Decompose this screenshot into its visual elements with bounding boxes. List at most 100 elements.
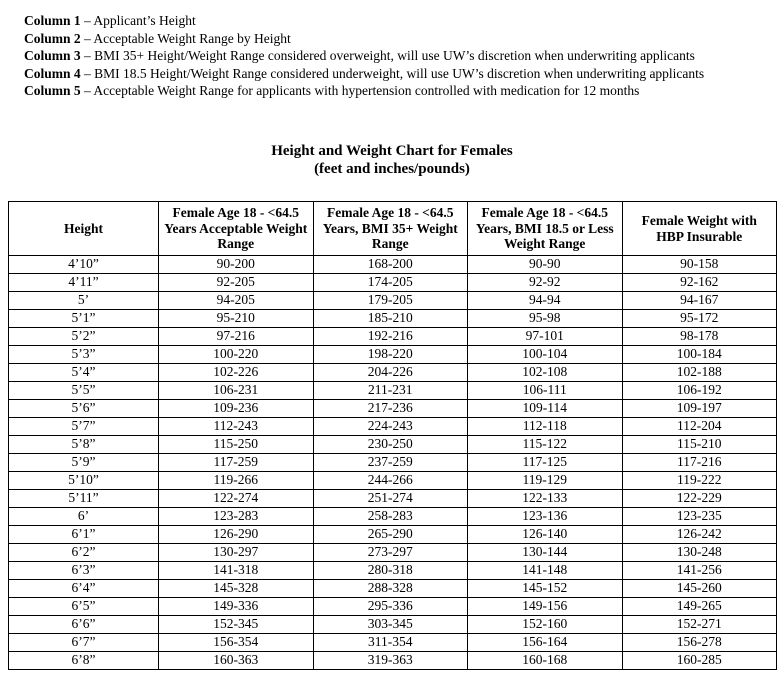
header-hbp-insurable: Female Weight with HBP Insurable [621, 201, 777, 256]
weight-range-cell: 92-92 [467, 272, 623, 292]
table-row: 4’11” 92-205 174-205 92-92 92-162 [8, 272, 777, 292]
chart-title-block: Height and Weight Chart for Females (fee… [8, 142, 776, 180]
table-body: 4’10” 90-200 168-200 90-90 90-158 4’11” 92-205… [8, 254, 777, 670]
table-row: 6’8” 160-363 319-363 160-168 160-285 [8, 650, 777, 670]
header-bmi185-range: Female Age 18 - <64.5 Years, BMI 18.5 or… [467, 201, 623, 256]
height-cell: 5’ [8, 290, 159, 310]
weight-range-cell: 117-125 [467, 452, 623, 472]
weight-range-cell: 273-297 [312, 542, 468, 562]
weight-range-cell: 152-345 [158, 614, 314, 634]
height-cell: 6’4” [8, 578, 159, 598]
weight-range-cell: 122-133 [467, 488, 623, 508]
height-cell: 6’ [8, 506, 159, 526]
weight-range-cell: 92-205 [158, 272, 314, 292]
page-subtitle: (feet and inches/pounds) [314, 161, 470, 178]
weight-range-cell: 280-318 [312, 560, 468, 580]
page-title: Height and Weight Chart for Females [271, 142, 513, 159]
weight-range-cell: 160-285 [621, 650, 777, 670]
weight-range-cell: 179-205 [312, 290, 468, 310]
weight-range-cell: 156-278 [621, 632, 777, 652]
height-cell: 5’3” [8, 344, 159, 364]
table-row: 5’4” 102-226 204-226 102-108 102-188 [8, 362, 777, 382]
weight-range-cell: 126-140 [467, 524, 623, 544]
table-row: 6’2” 130-297 273-297 130-144 130-248 [8, 542, 777, 562]
weight-range-cell: 244-266 [312, 470, 468, 490]
weight-range-cell: 94-94 [467, 290, 623, 310]
weight-range-cell: 130-144 [467, 542, 623, 562]
table-row: 5’7” 112-243 224-243 112-118 112-204 [8, 416, 777, 436]
weight-range-cell: 303-345 [312, 614, 468, 634]
weight-range-cell: 141-148 [467, 560, 623, 580]
weight-range-cell: 295-336 [312, 596, 468, 616]
table-row: 6’6” 152-345 303-345 152-160 152-271 [8, 614, 777, 634]
weight-range-cell: 122-229 [621, 488, 777, 508]
weight-range-cell: 122-274 [158, 488, 314, 508]
weight-range-cell: 145-328 [158, 578, 314, 598]
weight-range-cell: 119-266 [158, 470, 314, 490]
weight-range-cell: 112-204 [621, 416, 777, 436]
weight-range-cell: 115-250 [158, 434, 314, 454]
weight-range-cell: 145-152 [467, 578, 623, 598]
weight-range-cell: 90-158 [621, 254, 777, 274]
height-cell: 5’1” [8, 308, 159, 328]
weight-range-cell: 224-243 [312, 416, 468, 436]
weight-range-cell: 185-210 [312, 308, 468, 328]
table-row: 5’11” 122-274 251-274 122-133 122-229 [8, 488, 777, 508]
weight-range-cell: 149-336 [158, 596, 314, 616]
weight-range-cell: 102-108 [467, 362, 623, 382]
weight-range-cell: 311-354 [312, 632, 468, 652]
header-acceptable-range: Female Age 18 - <64.5 Years Acceptable W… [158, 201, 314, 256]
header-height: Height [8, 201, 159, 256]
weight-range-cell: 117-216 [621, 452, 777, 472]
table-row: 6’7” 156-354 311-354 156-164 156-278 [8, 632, 777, 652]
weight-range-cell: 204-226 [312, 362, 468, 382]
height-cell: 5’8” [8, 434, 159, 454]
weight-range-cell: 160-168 [467, 650, 623, 670]
weight-range-cell: 265-290 [312, 524, 468, 544]
weight-range-cell: 102-226 [158, 362, 314, 382]
weight-range-cell: 106-111 [467, 380, 623, 400]
height-cell: 4’11” [8, 272, 159, 292]
weight-range-cell: 126-290 [158, 524, 314, 544]
table-row: 5’5” 106-231 211-231 106-111 106-192 [8, 380, 777, 400]
weight-range-cell: 237-259 [312, 452, 468, 472]
height-cell: 6’8” [8, 650, 159, 670]
weight-range-cell: 98-178 [621, 326, 777, 346]
weight-range-cell: 109-197 [621, 398, 777, 418]
weight-range-cell: 119-129 [467, 470, 623, 490]
weight-range-cell: 174-205 [312, 272, 468, 292]
weight-range-cell: 251-274 [312, 488, 468, 508]
height-weight-table: Height Female Age 18 - <64.5 Years Accep… [8, 201, 777, 670]
weight-range-cell: 102-188 [621, 362, 777, 382]
weight-range-cell: 100-184 [621, 344, 777, 364]
legend-text: – BMI 18.5 Height/Weight Range considere… [84, 65, 705, 81]
height-cell: 5’5” [8, 380, 159, 400]
height-cell: 5’7” [8, 416, 159, 436]
weight-range-cell: 141-256 [621, 560, 777, 580]
height-cell: 6’6” [8, 614, 159, 634]
legend-label: Column 2 [24, 30, 81, 46]
weight-range-cell: 211-231 [312, 380, 468, 400]
weight-range-cell: 141-318 [158, 560, 314, 580]
table-row: 5’ 94-205 179-205 94-94 94-167 [8, 290, 777, 310]
height-cell: 6’7” [8, 632, 159, 652]
weight-range-cell: 117-259 [158, 452, 314, 472]
weight-range-cell: 288-328 [312, 578, 468, 598]
weight-range-cell: 160-363 [158, 650, 314, 670]
table-row: 4’10” 90-200 168-200 90-90 90-158 [8, 254, 777, 274]
legend-line: Column 1 – Applicant’s Height [24, 12, 776, 30]
weight-range-cell: 95-210 [158, 308, 314, 328]
weight-range-cell: 100-220 [158, 344, 314, 364]
weight-range-cell: 106-231 [158, 380, 314, 400]
weight-range-cell: 115-210 [621, 434, 777, 454]
weight-range-cell: 123-136 [467, 506, 623, 526]
table-row: 5’9” 117-259 237-259 117-125 117-216 [8, 452, 777, 472]
weight-range-cell: 130-297 [158, 542, 314, 562]
height-cell: 6’2” [8, 542, 159, 562]
weight-range-cell: 112-118 [467, 416, 623, 436]
weight-range-cell: 126-242 [621, 524, 777, 544]
table-row: 6’1” 126-290 265-290 126-140 126-242 [8, 524, 777, 544]
legend-label: Column 4 [24, 65, 81, 81]
legend-line: Column 2 – Acceptable Weight Range by He… [24, 30, 776, 48]
